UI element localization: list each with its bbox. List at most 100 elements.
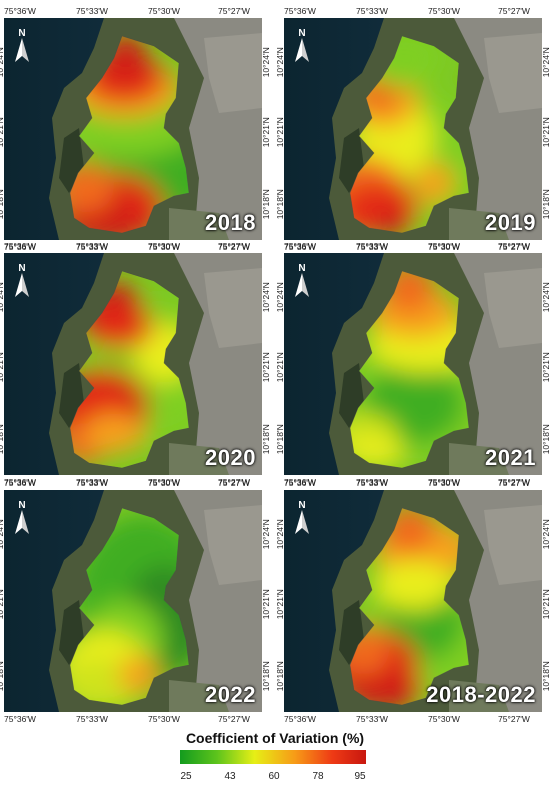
year-label: 2021 <box>485 445 536 470</box>
svg-text:N: N <box>298 28 305 39</box>
x-tick-label: 75°30'W <box>428 478 460 488</box>
legend-colorbar <box>180 750 366 764</box>
y-tick-label: 10°21'N <box>0 352 5 383</box>
x-tick-label: 75°27'W <box>498 242 530 252</box>
x-tick-label: 75°30'W <box>428 241 460 251</box>
legend-tick: 78 <box>312 771 324 782</box>
map-panel: N 2018 <box>4 18 262 240</box>
x-tick-label: 75°27'W <box>498 6 530 16</box>
y-tick-label: 10°21'N <box>274 352 285 383</box>
x-tick-label: 75°36'W <box>4 242 36 252</box>
x-tick-label: 75°33'W <box>356 241 388 251</box>
y-tick-label: 10°18'N <box>274 424 285 455</box>
map-panel: N 2018-2022 <box>284 490 542 712</box>
x-tick-label: 75°27'W <box>218 241 250 251</box>
satellite-map <box>4 253 262 475</box>
x-tick-label: 75°36'W <box>4 6 36 16</box>
x-tick-label: 75°36'W <box>284 6 316 16</box>
map-panel: N 2020 <box>4 253 262 475</box>
urban-area <box>484 33 542 113</box>
x-tick-label: 75°30'W <box>148 477 180 487</box>
cv-hotspot <box>119 655 159 695</box>
land-area <box>169 680 229 712</box>
x-tick-label: 75°30'W <box>428 477 460 487</box>
y-tick-label: 10°24'N <box>540 519 550 550</box>
y-tick-label: 10°24'N <box>260 519 271 550</box>
x-tick-label: 75°33'W <box>76 241 108 251</box>
x-tick-label: 75°27'W <box>218 714 250 724</box>
x-tick-label: 75°30'W <box>148 241 180 251</box>
legend-tick: 60 <box>268 771 280 782</box>
satellite-map <box>284 253 542 475</box>
x-tick-label: 75°33'W <box>76 714 108 724</box>
legend-tick: 43 <box>224 771 236 782</box>
x-tick-label: 75°33'W <box>356 6 388 16</box>
svg-text:N: N <box>18 28 25 39</box>
y-tick-label: 10°21'N <box>260 352 271 383</box>
x-tick-label: 75°33'W <box>76 477 108 487</box>
legend-title: Coefficient of Variation (%) <box>185 730 365 746</box>
urban-area <box>484 268 542 348</box>
x-tick-label: 75°27'W <box>498 714 530 724</box>
y-tick-label: 10°18'N <box>540 189 550 220</box>
y-tick-label: 10°21'N <box>540 589 550 620</box>
x-tick-label: 75°30'W <box>148 714 180 724</box>
x-tick-label: 75°30'W <box>428 242 460 252</box>
x-tick-label: 75°30'W <box>148 6 180 16</box>
svg-text:N: N <box>18 500 25 511</box>
y-tick-label: 10°24'N <box>260 47 271 78</box>
x-tick-label: 75°36'W <box>4 477 36 487</box>
y-tick-label: 10°21'N <box>274 117 285 148</box>
study-area-outline <box>69 270 190 469</box>
y-tick-label: 10°24'N <box>0 519 5 550</box>
satellite-map <box>4 18 262 240</box>
y-tick-label: 10°24'N <box>274 282 285 313</box>
x-tick-label: 75°33'W <box>76 242 108 252</box>
y-tick-label: 10°18'N <box>0 424 5 455</box>
x-tick-label: 75°36'W <box>4 241 36 251</box>
north-arrow-icon: N <box>295 28 309 62</box>
x-tick-label: 75°30'W <box>428 714 460 724</box>
cv-overlay <box>350 36 469 233</box>
x-tick-label: 75°33'W <box>76 6 108 16</box>
year-label: 2020 <box>205 445 256 470</box>
y-tick-label: 10°21'N <box>0 117 5 148</box>
cv-overlay <box>70 508 189 705</box>
y-tick-label: 10°24'N <box>0 282 5 313</box>
urban-area <box>204 33 262 113</box>
year-label: 2019 <box>485 210 536 235</box>
year-label: 2018 <box>205 210 256 235</box>
overlay-blobs <box>70 515 189 705</box>
study-area-outline <box>349 507 470 706</box>
satellite-map <box>4 490 262 712</box>
y-tick-label: 10°18'N <box>0 661 5 692</box>
y-tick-label: 10°21'N <box>260 117 271 148</box>
svg-text:N: N <box>18 263 25 274</box>
north-arrow-icon: N <box>15 263 29 297</box>
y-tick-label: 10°18'N <box>260 424 271 455</box>
cv-hotspot <box>84 308 154 348</box>
north-arrow-icon: N <box>295 263 309 297</box>
urban-area <box>484 505 542 585</box>
y-tick-label: 10°21'N <box>274 589 285 620</box>
land-area <box>449 208 509 240</box>
satellite-map <box>284 490 542 712</box>
x-tick-label: 75°30'W <box>428 6 460 16</box>
x-tick-label: 75°27'W <box>218 477 250 487</box>
x-tick-label: 75°36'W <box>4 478 36 488</box>
x-tick-label: 75°33'W <box>356 242 388 252</box>
land-area <box>169 208 229 240</box>
y-tick-label: 10°18'N <box>540 424 550 455</box>
svg-text:N: N <box>298 263 305 274</box>
legend-tick: 25 <box>180 771 192 782</box>
cv-hotspot <box>70 163 114 213</box>
y-tick-label: 10°21'N <box>260 589 271 620</box>
urban-area <box>204 268 262 348</box>
y-tick-label: 10°24'N <box>540 282 550 313</box>
x-tick-label: 75°36'W <box>284 478 316 488</box>
x-tick-label: 75°27'W <box>498 477 530 487</box>
x-tick-label: 75°33'W <box>356 478 388 488</box>
x-tick-label: 75°33'W <box>76 478 108 488</box>
y-tick-label: 10°18'N <box>274 661 285 692</box>
x-tick-label: 75°36'W <box>284 241 316 251</box>
